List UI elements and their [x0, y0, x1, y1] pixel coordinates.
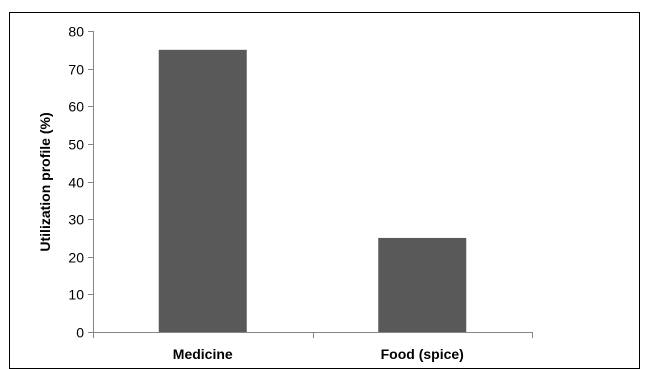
x-category-label: Food (spice)	[381, 346, 464, 362]
bars	[158, 49, 467, 332]
y-tick-label: 10	[68, 287, 84, 303]
y-tick-label: 0	[76, 325, 84, 341]
y-tick-label: 60	[68, 99, 84, 115]
chart-frame	[9, 12, 640, 369]
bar-medicine	[158, 49, 247, 332]
x-category-label: Medicine	[173, 346, 233, 362]
y-tick-label: 20	[68, 250, 84, 266]
x-axis-categories: Medicine Food (spice)	[93, 332, 533, 362]
bar-food-spice	[378, 237, 467, 332]
y-tick-label: 50	[68, 137, 84, 153]
y-axis-ticks: 0 10 20 30 40 50 60 70 80	[68, 24, 93, 341]
axes	[93, 31, 532, 333]
y-tick-label: 70	[68, 62, 84, 78]
y-tick-label: 80	[68, 24, 84, 40]
y-tick-label: 40	[68, 175, 84, 191]
y-tick-label: 30	[68, 212, 84, 228]
y-axis-title: Utilization profile (%)	[37, 112, 53, 251]
